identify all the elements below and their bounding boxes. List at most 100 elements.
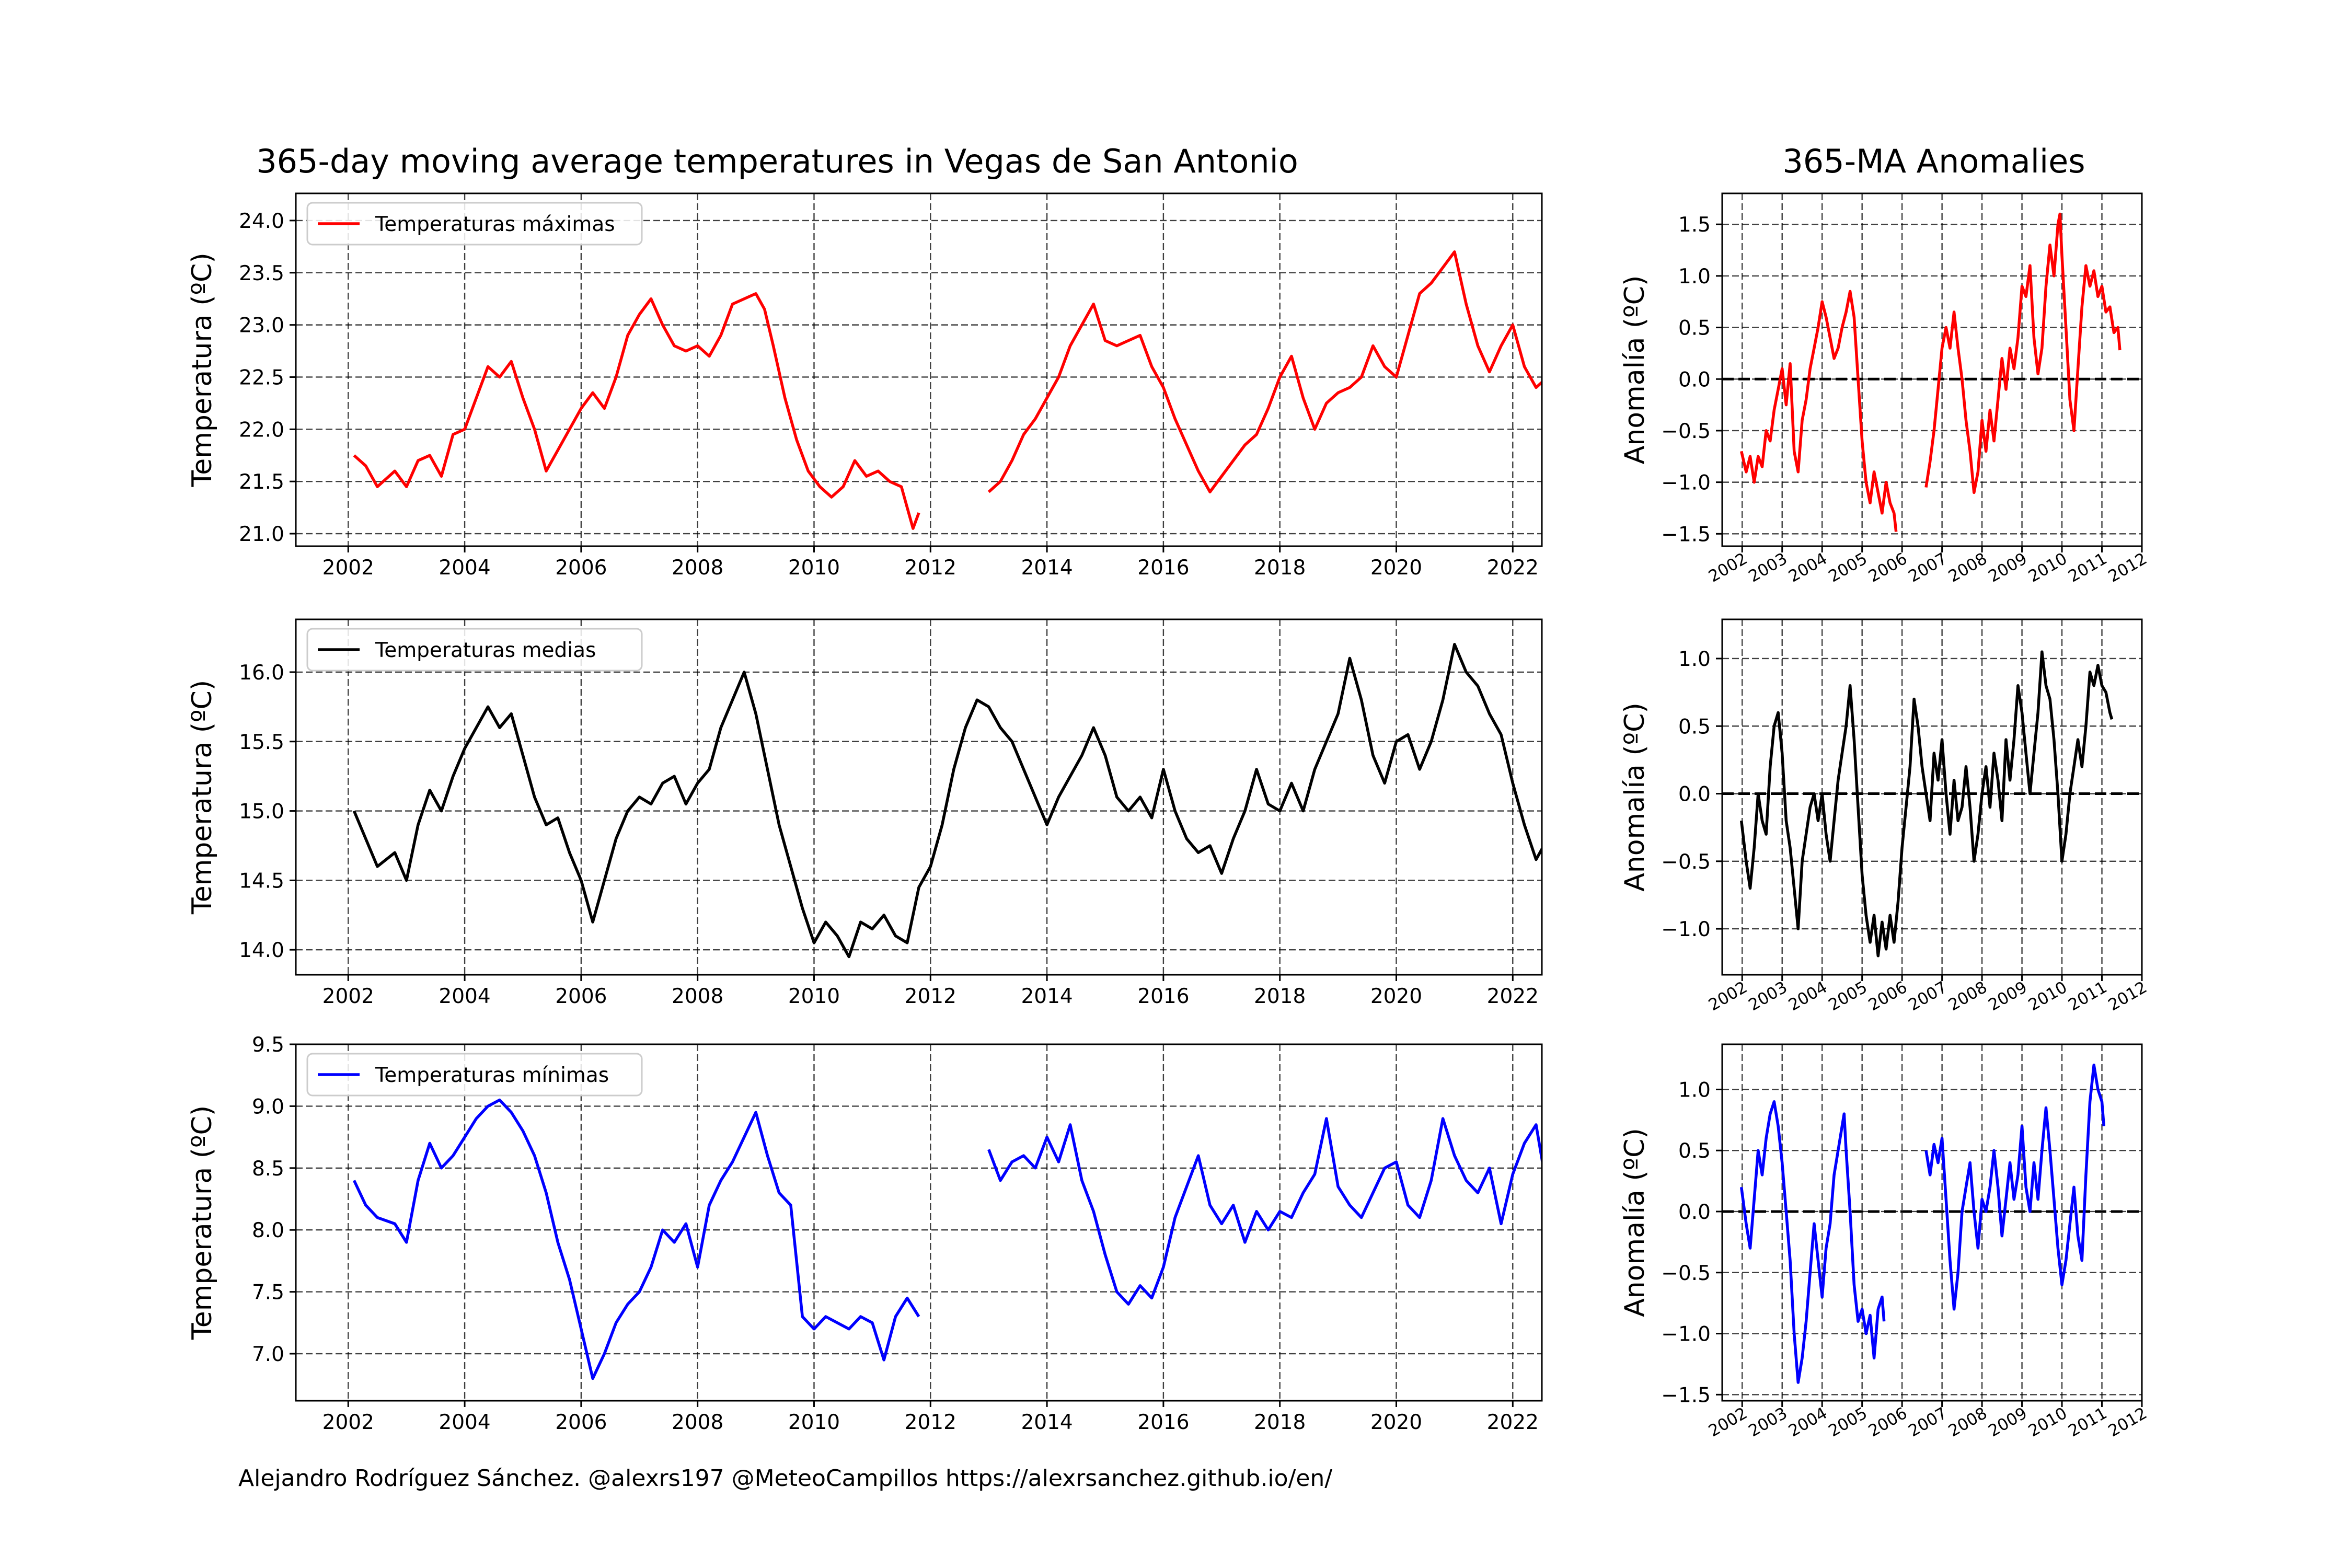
legend-box [306,628,643,672]
x-tick-label: 2010 [788,985,840,1008]
y-tick-label: 21.5 [239,470,284,494]
x-tick-label: 2004 [439,556,490,580]
y-tick-label: 22.0 [239,418,284,442]
x-tick-label: 2018 [1254,1411,1306,1434]
y-axis-label: Anomalía (ºC) [1619,1128,1651,1317]
axes-frame [295,1043,1543,1402]
y-tick-label: 15.5 [239,731,284,754]
legend-label: Temperaturas mínimas [375,1064,609,1087]
panel-mean: 2002 2004 2006 2008 2010 2012 2014 2016 2018 2020… [187,618,1543,1008]
y-tick-label: −1.0 [1661,1323,1711,1346]
y-tick-label: 1.5 [1678,213,1711,237]
series-mean [352,643,1542,959]
x-tick-label: 2008 [672,1411,723,1434]
x-tick-label: 2020 [1370,985,1422,1008]
series-anom-mean [1739,650,2114,958]
series-line-segment [352,643,1542,959]
x-tick-label: 2010 [788,556,840,580]
y-tick-label: 0.0 [1678,368,1711,391]
x-tick-label: 2022 [1487,985,1539,1008]
y-tick-label: −1.5 [1661,523,1711,546]
series-max [353,250,1542,530]
y-tick-label: 0.5 [1678,715,1711,739]
legend-box [306,1053,643,1097]
x-tick-label: 2008 [672,985,723,1008]
series-line-segment [1739,650,2114,958]
x-tick-label: 2020 [1370,556,1422,580]
y-axis-label: Anomalía (ºC) [1619,275,1651,465]
x-tick-label: 2016 [1137,985,1189,1008]
panel-min: 2002 2004 2006 2008 2010 2012 2014 2016 2018 2020… [187,1033,1543,1434]
x-tick-label: 2002 [322,556,374,580]
y-tick-label: 0.5 [1678,1139,1711,1163]
x-tick-label: 2006 [555,556,607,580]
legend: Temperaturas máximas [306,202,643,246]
legend-label: Temperaturas medias [375,639,596,662]
x-tick-label: 2012 [905,1411,956,1434]
axes-frame [1721,618,2143,976]
x-tick-label: 2018 [1254,985,1306,1008]
y-tick-label: 1.0 [1678,1078,1711,1102]
x-tick-label: 2006 [555,985,607,1008]
y-tick-label: 0.0 [1678,783,1711,806]
anomalies-title: 365-MA Anomalies [1782,142,2085,180]
axes-frame [295,618,1543,976]
y-tick-label: 1.0 [1678,648,1711,671]
y-axis-label: Anomalía (ºC) [1619,702,1651,892]
y-tick-label: 1.0 [1678,265,1711,289]
y-axis-label: Temperatura (ºC) [187,680,218,915]
y-tick-label: 22.5 [239,366,284,389]
y-tick-label: 7.0 [252,1343,284,1366]
series-line-segment [353,292,920,530]
y-tick-label: 9.0 [252,1095,284,1119]
x-tick-label: 2006 [555,1411,607,1434]
y-axis-label: Temperatura (ºC) [187,252,218,487]
y-tick-label: 0.5 [1678,317,1711,340]
y-tick-label: 24.0 [239,210,284,233]
x-tick-label: 2022 [1487,556,1539,580]
y-tick-label: 21.0 [239,523,284,546]
y-tick-label: 23.5 [239,262,284,285]
x-tick-label: 2002 [322,985,374,1008]
y-tick-label: −1.0 [1661,471,1711,495]
series-anom-max [1740,212,2122,532]
axes-frame [1721,192,2143,547]
x-tick-label: 2022 [1487,1411,1539,1434]
main-title: 365-day moving average temperatures in V… [256,142,1298,180]
y-tick-label: 7.5 [252,1281,284,1305]
x-tick-label: 2018 [1254,556,1306,580]
series-line-segment [987,250,1542,493]
axes-frame [1721,1043,2143,1402]
series-line-segment [1740,290,1898,532]
legend: Temperaturas medias [306,628,643,672]
series-line-segment [1924,212,2122,494]
axes-frame [295,192,1543,547]
y-tick-label: −1.5 [1661,1383,1711,1407]
x-tick-label: 2012 [905,985,956,1008]
x-tick-label: 2016 [1137,556,1189,580]
legend-box [306,202,643,246]
y-tick-label: −0.5 [1661,420,1711,443]
y-tick-label: −0.5 [1661,850,1711,874]
x-tick-label: 2020 [1370,1411,1422,1434]
x-tick-label: 2008 [672,556,723,580]
y-tick-label: 9.5 [252,1033,284,1057]
x-tick-label: 2002 [322,1411,374,1434]
series-line-segment [987,1117,1542,1306]
y-tick-label: 16.0 [239,661,284,685]
x-tick-label: 2014 [1021,985,1073,1008]
y-tick-label: 14.0 [239,939,284,962]
legend: Temperaturas mínimas [306,1053,643,1097]
y-tick-label: 0.0 [1678,1201,1711,1224]
y-tick-label: 14.5 [239,869,284,893]
x-tick-label: 2016 [1137,1411,1189,1434]
x-tick-label: 2010 [788,1411,840,1434]
series-line-segment [1739,1100,1886,1384]
series-anom-min [1739,1063,2106,1384]
legend-label: Temperaturas máximas [375,213,615,236]
x-tick-label: 2004 [439,1411,490,1434]
series-line-segment [1924,1063,2106,1311]
y-tick-label: 15.0 [239,800,284,824]
